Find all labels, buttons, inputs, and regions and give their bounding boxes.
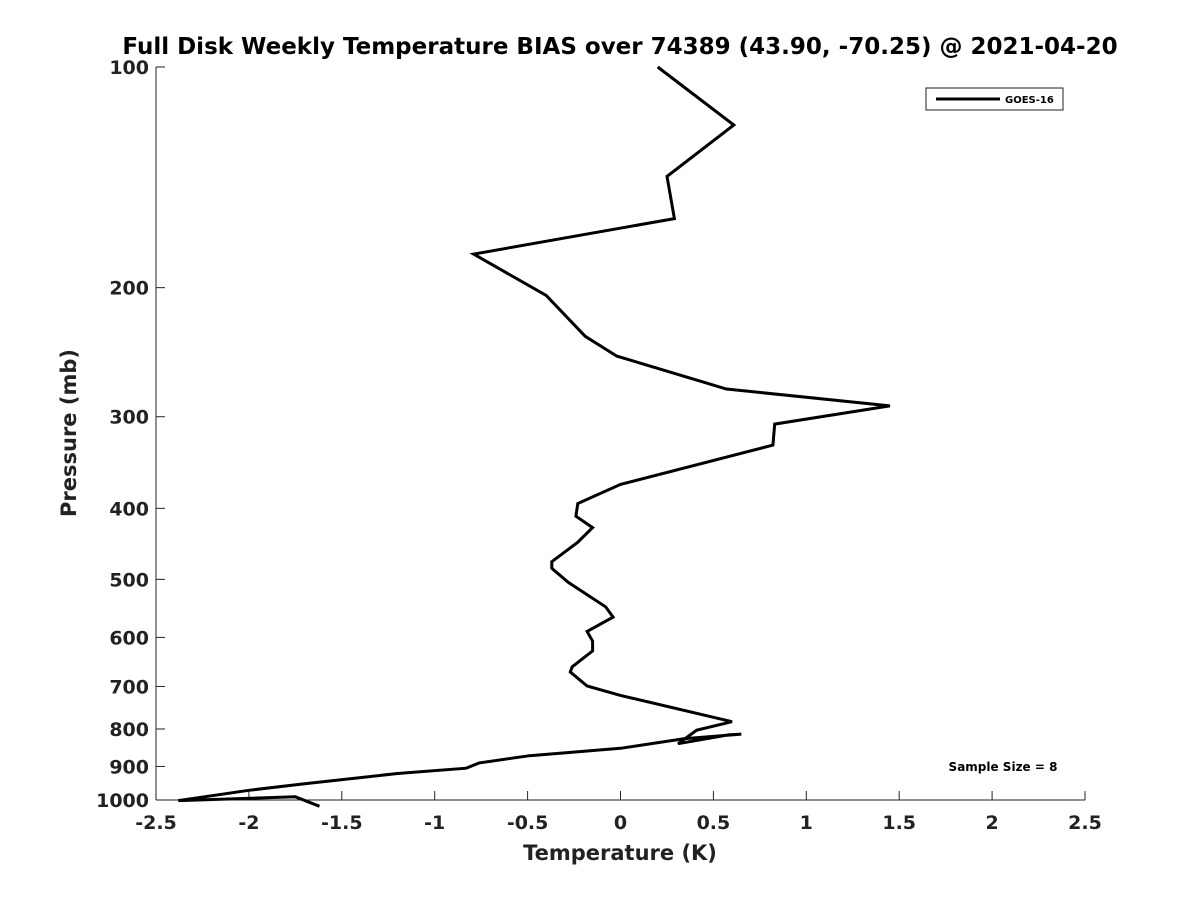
y-axis-label: Pressure (mb) <box>57 349 81 517</box>
y-tick-label: 400 <box>109 498 149 520</box>
x-axis-ticks: -2.5 -2 -1.5 -1 -0.5 0 0.5 1 1.5 2 2.5 <box>135 791 1102 834</box>
y-tick-label: 800 <box>109 719 149 741</box>
y-tick-label: 300 <box>109 407 149 429</box>
sample-size-annotation: Sample Size = 8 <box>949 760 1058 774</box>
y-tick-label: 200 <box>109 278 149 300</box>
x-tick-label: 0 <box>614 812 627 834</box>
x-tick-label: 1.5 <box>882 812 916 834</box>
plot-area: -2.5 -2 -1.5 -1 -0.5 0 0.5 1 1.5 2 2.5 100 200 300 40… <box>96 57 1102 834</box>
y-axis-ticks: 100 200 300 400 500 600 700 800 900 1000 <box>96 57 165 812</box>
series-line-goes-16 <box>178 65 891 808</box>
x-tick-label: -1 <box>424 812 445 834</box>
x-tick-label: -1.5 <box>321 812 363 834</box>
x-axis-label: Temperature (K) <box>523 841 717 865</box>
x-tick-label: -2 <box>238 812 259 834</box>
y-tick-label: 900 <box>109 756 149 778</box>
x-tick-label: -2.5 <box>135 812 177 834</box>
x-tick-label: 2 <box>985 812 998 834</box>
y-tick-label: 1000 <box>96 790 149 812</box>
legend: GOES-16 <box>925 87 1064 111</box>
chart-title: Full Disk Weekly Temperature BIAS over 7… <box>122 34 1117 60</box>
series-layer <box>178 65 891 808</box>
x-tick-label: -0.5 <box>507 812 549 834</box>
axes-box <box>156 67 1085 800</box>
x-tick-label: 0.5 <box>697 812 731 834</box>
y-tick-label: 700 <box>109 676 149 698</box>
legend-label-goes-16: GOES-16 <box>1005 95 1054 106</box>
y-tick-label: 500 <box>109 569 149 591</box>
y-tick-label: 600 <box>109 627 149 649</box>
x-tick-label: 2.5 <box>1068 812 1102 834</box>
x-tick-label: 1 <box>800 812 813 834</box>
y-tick-label: 100 <box>109 57 149 79</box>
